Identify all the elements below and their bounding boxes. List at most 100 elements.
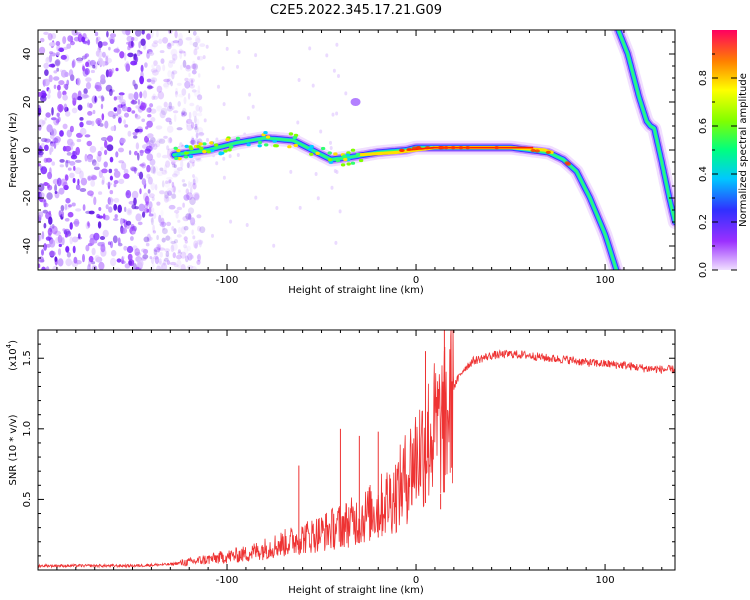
noise-speck xyxy=(134,251,142,257)
noise-speck xyxy=(123,119,126,125)
noise-speck xyxy=(115,267,121,270)
noise-speck xyxy=(177,249,181,253)
noise-speck xyxy=(157,245,161,253)
snr-line xyxy=(38,330,675,569)
signal-dot xyxy=(350,161,356,165)
signal-dot xyxy=(465,146,471,150)
noise-speck xyxy=(79,117,84,121)
noise-speck xyxy=(146,78,152,83)
noise-speck xyxy=(199,226,206,234)
noise-speck xyxy=(332,68,336,73)
noise-speck xyxy=(185,213,192,220)
snr-axes: -100 0 100 0.5 1.0 1.5 xyxy=(22,330,675,586)
noise-speck xyxy=(131,37,135,41)
noise-speck xyxy=(152,224,155,233)
noise-speck xyxy=(100,74,106,82)
noise-speck xyxy=(188,78,195,83)
signal-dot xyxy=(320,146,326,151)
noise-speck xyxy=(171,185,177,193)
noise-speck xyxy=(181,88,187,96)
noise-speck xyxy=(174,209,180,214)
noise-speck xyxy=(194,192,200,200)
noise-speck xyxy=(159,110,166,119)
noise-speck xyxy=(62,90,67,96)
noise-speck xyxy=(66,43,72,49)
noise-speck xyxy=(194,46,200,50)
noise-speck xyxy=(87,243,93,247)
noise-speck xyxy=(148,213,154,217)
noise-speck xyxy=(148,201,153,209)
noise-speck xyxy=(46,56,49,62)
noise-speck xyxy=(70,141,75,147)
noise-speck xyxy=(95,37,99,45)
noise-speck xyxy=(177,251,182,255)
noise-speck xyxy=(112,218,119,221)
noise-speck xyxy=(135,56,138,63)
y-tick-label: 40 xyxy=(22,48,33,61)
noise-speck xyxy=(167,61,174,68)
noise-speck xyxy=(118,178,125,185)
noise-speck xyxy=(127,130,132,137)
spectrogram-marks xyxy=(38,30,675,270)
noise-speck xyxy=(176,82,182,86)
noise-speck xyxy=(113,183,117,188)
signal-dot xyxy=(530,148,536,153)
noise-speck xyxy=(132,99,135,104)
noise-speck xyxy=(186,124,193,131)
noise-speck xyxy=(41,231,45,240)
noise-speck xyxy=(151,64,155,69)
noise-speck xyxy=(159,167,164,172)
noise-speck xyxy=(93,232,100,241)
noise-speck xyxy=(177,101,181,107)
noise-speck xyxy=(64,145,72,152)
signal-dot xyxy=(315,151,320,155)
noise-speck xyxy=(66,79,70,86)
noise-speck xyxy=(115,151,119,158)
noise-speck xyxy=(119,137,126,144)
noise-speck xyxy=(153,60,158,66)
noise-speck xyxy=(109,190,114,195)
signal-dot xyxy=(308,147,313,151)
noise-speck xyxy=(67,167,72,171)
snr-yscale: (x104) xyxy=(5,340,19,371)
noise-speck xyxy=(89,145,97,153)
noise-speck xyxy=(60,54,67,60)
noise-speck xyxy=(92,159,97,166)
noise-speck xyxy=(50,142,56,148)
noise-speck xyxy=(185,65,191,70)
noise-speck xyxy=(87,176,94,181)
noise-speck xyxy=(133,135,138,139)
noise-speck xyxy=(183,96,187,105)
noise-speck xyxy=(88,259,92,267)
noise-speck xyxy=(195,132,199,139)
noise-speck xyxy=(143,208,150,214)
y-tick-label: 0 xyxy=(22,147,33,153)
noise-speck xyxy=(196,118,200,126)
noise-speck xyxy=(162,37,169,44)
noise-speck xyxy=(157,91,165,100)
noise-speck xyxy=(46,93,51,99)
noise-speck xyxy=(126,41,131,45)
noise-speck xyxy=(174,30,178,39)
noise-speck xyxy=(59,105,62,113)
noise-speck xyxy=(58,80,65,86)
noise-speck xyxy=(38,163,41,167)
noise-speck xyxy=(149,256,153,260)
noise-speck xyxy=(71,236,79,243)
noise-speck xyxy=(51,224,55,229)
noise-speck xyxy=(84,134,91,138)
noise-speck xyxy=(141,30,145,35)
noise-speck xyxy=(51,225,58,235)
noise-speck xyxy=(195,104,200,112)
noise-speck xyxy=(70,74,75,82)
noise-speck xyxy=(172,58,176,64)
noise-speck xyxy=(171,242,178,251)
noise-speck xyxy=(272,243,276,248)
noise-speck xyxy=(42,209,49,214)
noise-speck xyxy=(64,174,69,181)
noise-speck xyxy=(128,150,132,156)
noise-speck xyxy=(149,103,154,108)
noise-speck xyxy=(55,41,61,46)
noise-speck xyxy=(85,61,90,68)
